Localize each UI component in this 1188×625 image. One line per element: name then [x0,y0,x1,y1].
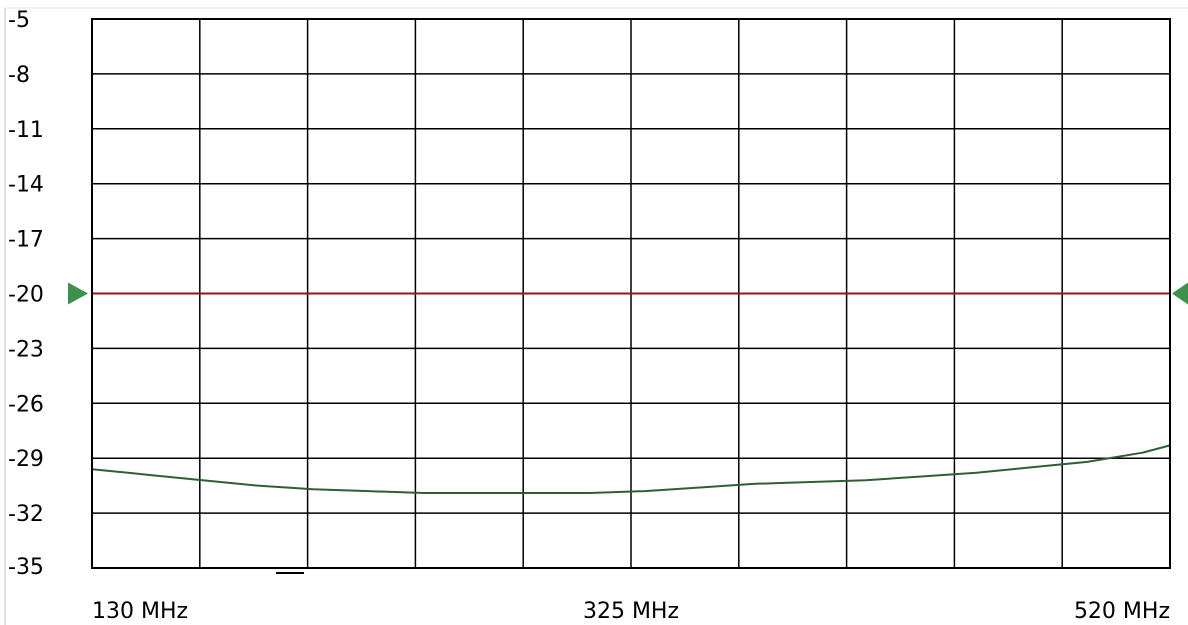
y-tick-label: -23 [8,337,44,362]
y-tick-label: -14 [8,173,44,198]
reference-marker-left-icon [68,282,88,305]
x-axis-ticks: 130 MHz 325 MHz 520 MHz [92,599,1170,624]
y-tick-label: -17 [8,228,44,253]
reference-marker-right-icon [1172,282,1188,305]
y-tick-label: -35 [8,555,44,580]
y-tick-label: -20 [8,283,44,308]
y-tick-label: -29 [8,447,44,472]
x-tick-label: 325 MHz [583,599,679,624]
x-tick-label: 520 MHz [1074,599,1170,624]
y-tick-label: -11 [8,118,44,143]
plot-area-border [91,18,1171,569]
series-line-1 [91,444,1171,494]
reference-line-group [68,282,1188,305]
x-tick-label: 130 MHz [92,599,188,624]
y-tick-label: -8 [8,63,30,88]
series-group [91,444,1171,494]
y-axis-ticks: -5 -8 -11 -14 -17 -20 -23 -26 -29 -32 -35 [8,8,44,580]
y-tick-label: -32 [8,502,44,527]
y-tick-label: -5 [8,8,30,33]
y-tick-label: -26 [8,392,44,417]
